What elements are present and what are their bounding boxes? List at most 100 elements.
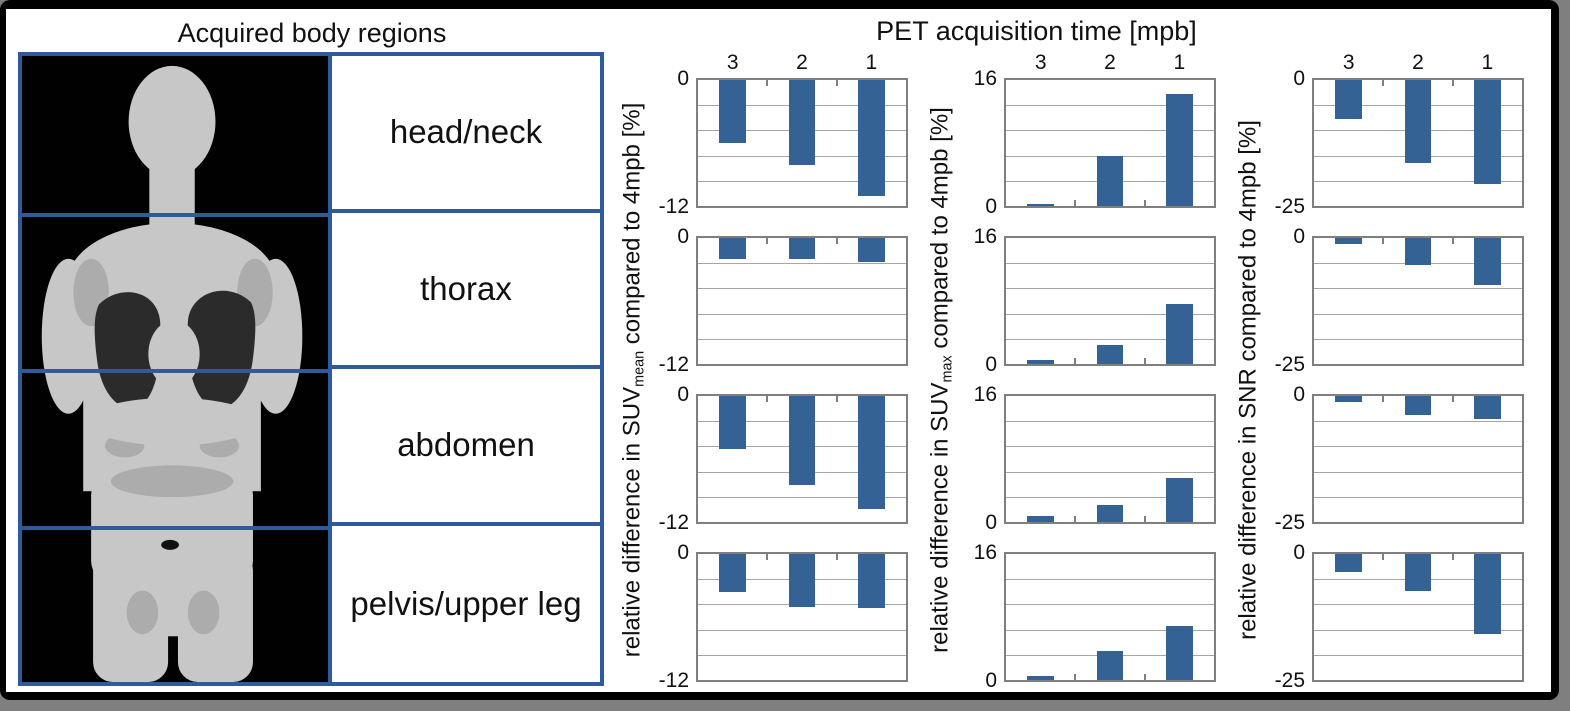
body-silhouette <box>22 56 328 682</box>
bar <box>1027 204 1054 206</box>
axis-tick <box>1382 554 1385 560</box>
bar <box>858 554 885 608</box>
axis-tick <box>766 396 769 402</box>
regions-table: head/neck thorax abdomen pelvis/upper le… <box>18 52 604 686</box>
plot-snr-thorax <box>1312 236 1524 366</box>
chart-row-snr-thorax: 0 -25 <box>1268 225 1524 376</box>
region-label-pelvis-upper-leg: pelvis/upper leg <box>332 525 600 682</box>
bar <box>719 554 746 592</box>
chart-area: PET acquisition time [mpb] relative diff… <box>612 9 1551 692</box>
tick-label: 16 <box>973 225 997 249</box>
tick-label: 0 <box>985 668 997 692</box>
gridline <box>698 629 906 631</box>
bar <box>1474 396 1501 420</box>
gridline <box>698 338 906 340</box>
chart-row-suvmean-abdomen: 0 -12 <box>652 383 908 534</box>
bar <box>1474 554 1501 635</box>
tick-label: 16 <box>973 383 997 407</box>
gridline <box>1006 629 1214 631</box>
axis-tick <box>1074 358 1077 364</box>
gridline <box>698 654 906 656</box>
tick-label: 0 <box>677 225 689 249</box>
gridline <box>1314 421 1522 423</box>
gridline <box>1314 338 1522 340</box>
plot-suvmax-thorax <box>1004 236 1216 366</box>
acquired-regions-title: Acquired body regions <box>177 18 447 48</box>
chart-row-suvmax-abdomen: 16 0 <box>960 383 1216 534</box>
axis-tick <box>835 80 838 86</box>
bar <box>1404 80 1432 163</box>
bar <box>1404 554 1432 591</box>
region-label-thorax: thorax <box>332 212 600 369</box>
bar <box>1166 626 1193 680</box>
bar <box>719 80 746 143</box>
tick-label: 0 <box>1293 541 1305 565</box>
gridline <box>1314 629 1522 631</box>
tick-label: 0 <box>985 194 997 218</box>
bar <box>1096 505 1124 522</box>
tick-label: 16 <box>973 67 997 91</box>
bar <box>1096 345 1124 364</box>
gridline <box>1314 313 1522 315</box>
gridline <box>1006 496 1214 498</box>
gridline <box>1314 471 1522 473</box>
bar <box>1027 515 1054 522</box>
gridline <box>698 263 906 265</box>
plot-snr-abdomen <box>1312 394 1524 524</box>
plot-suvmax-pelvis <box>1004 552 1216 682</box>
bar <box>1474 238 1501 286</box>
gridline <box>1314 604 1522 606</box>
bar <box>1096 156 1124 206</box>
tick-label: -25 <box>1274 668 1305 692</box>
y-axis-label-suvmax: relative difference in SUVmax compared t… <box>926 107 956 653</box>
tick-label: -12 <box>658 668 689 692</box>
plot-suvmean-pelvis <box>696 552 908 682</box>
gridline <box>1314 180 1522 182</box>
tick-label: -25 <box>1274 510 1305 534</box>
tick-label: 16 <box>973 541 997 565</box>
bar <box>1166 477 1193 522</box>
bar <box>1335 554 1362 572</box>
gridline <box>1006 604 1214 606</box>
y-axis-label-suvmean: relative difference in SUVmean compared … <box>618 102 648 658</box>
plot-suvmean-abdomen <box>696 394 908 524</box>
chart-row-suvmax-thorax: 16 0 <box>960 225 1216 376</box>
axis-tick <box>835 238 838 244</box>
axis-tick <box>1074 516 1077 522</box>
gridline <box>1314 654 1522 656</box>
axis-tick <box>1382 80 1385 86</box>
axis-tick <box>766 80 769 86</box>
tick-label: 0 <box>677 67 689 91</box>
figure-canvas: Acquired body regions <box>6 9 1551 692</box>
chart-row-suvmean-thorax: 0 -12 <box>652 225 908 376</box>
axis-tick <box>835 396 838 402</box>
tick-label: 0 <box>677 541 689 565</box>
bar <box>788 238 816 259</box>
chart-grid: relative difference in SUVmean compared … <box>614 51 1551 692</box>
figure-frame: Acquired body regions <box>0 0 1559 700</box>
bar <box>719 396 746 449</box>
region-divider-2 <box>22 369 328 373</box>
bar <box>1474 80 1501 185</box>
tick-label: 0 <box>1293 383 1305 407</box>
bar <box>1335 80 1362 119</box>
gridline <box>1314 446 1522 448</box>
bar <box>858 238 885 263</box>
axis-tick <box>1382 238 1385 244</box>
chart-row-snr-pelvis: 0 -25 <box>1268 541 1524 692</box>
body-scan-image <box>22 56 332 682</box>
chart-row-snr-abdomen: 0 -25 <box>1268 383 1524 534</box>
axis-tick <box>1382 396 1385 402</box>
bar <box>1166 94 1193 206</box>
chart-row-suvmax-pelvis: 16 0 <box>960 541 1216 692</box>
gridline <box>1006 155 1214 157</box>
gridline <box>698 180 906 182</box>
bar <box>1096 650 1124 680</box>
bar <box>788 80 816 166</box>
axis-tick <box>1143 674 1146 680</box>
pet-acquisition-time-title: PET acquisition time [mpb] <box>876 16 1197 46</box>
gridline <box>1314 496 1522 498</box>
